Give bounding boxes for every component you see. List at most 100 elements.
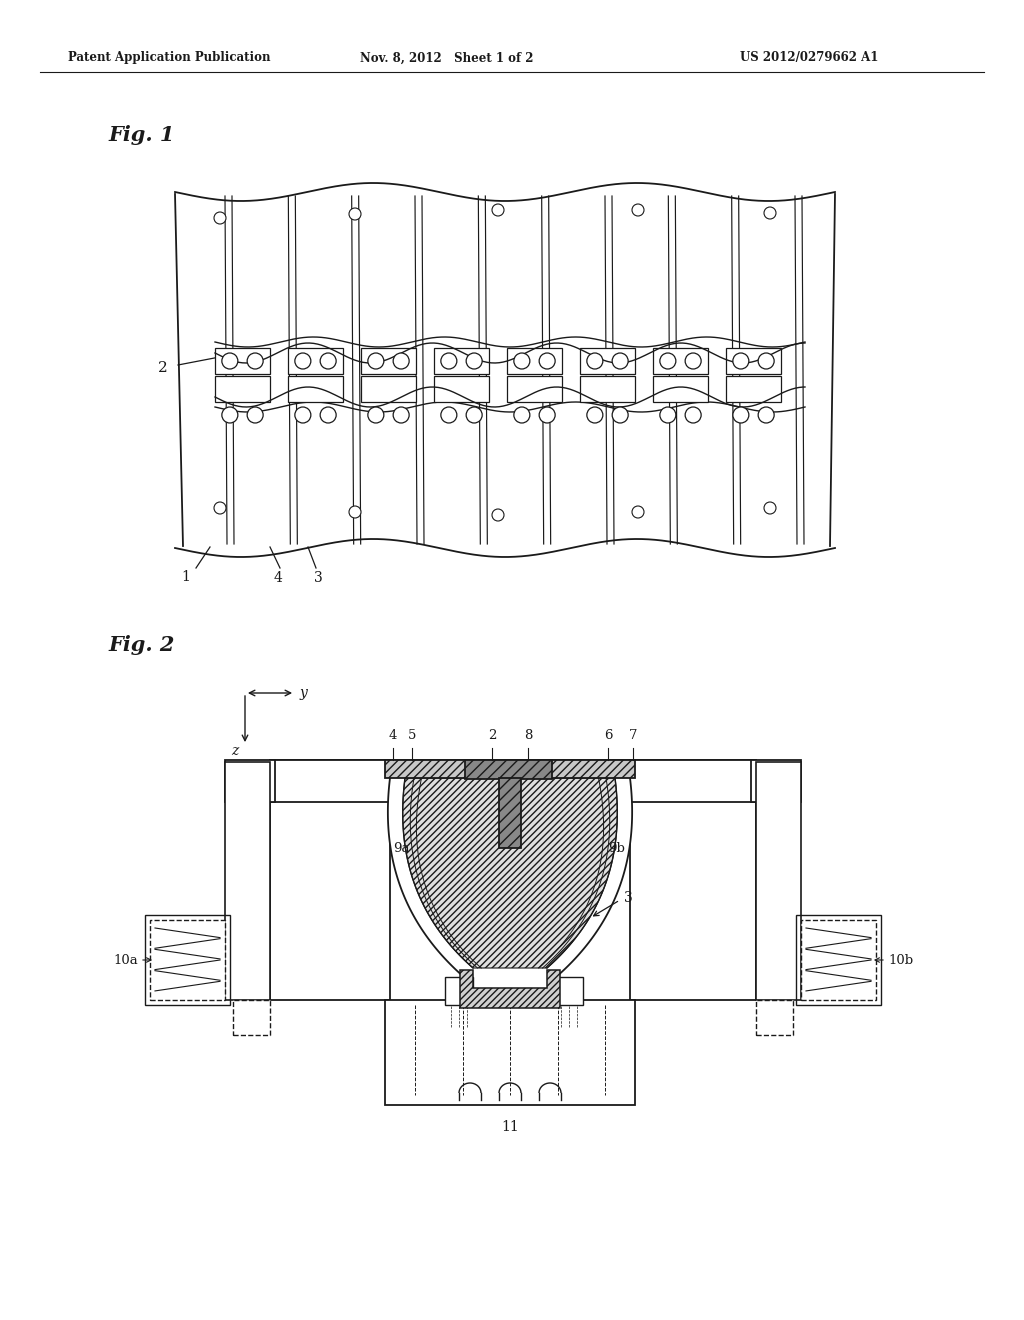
Circle shape bbox=[393, 407, 410, 422]
Bar bbox=[145, 915, 230, 1005]
Text: Fig. 1: Fig. 1 bbox=[108, 125, 174, 145]
Circle shape bbox=[321, 352, 336, 370]
Circle shape bbox=[247, 407, 263, 422]
Circle shape bbox=[514, 352, 529, 370]
Bar bbox=[507, 376, 562, 403]
Bar bbox=[434, 348, 489, 374]
Bar bbox=[361, 348, 416, 374]
Text: 1: 1 bbox=[181, 570, 190, 583]
Circle shape bbox=[214, 213, 226, 224]
Text: 11: 11 bbox=[501, 1119, 519, 1134]
Bar bbox=[499, 777, 521, 847]
Circle shape bbox=[222, 407, 238, 422]
Text: 9a: 9a bbox=[393, 842, 410, 854]
Circle shape bbox=[214, 502, 226, 513]
Text: Patent Application Publication: Patent Application Publication bbox=[68, 51, 270, 65]
Circle shape bbox=[612, 352, 628, 370]
Bar bbox=[580, 376, 635, 403]
Circle shape bbox=[393, 352, 410, 370]
Circle shape bbox=[685, 352, 701, 370]
Circle shape bbox=[685, 407, 701, 422]
Circle shape bbox=[632, 205, 644, 216]
Circle shape bbox=[466, 352, 482, 370]
Circle shape bbox=[441, 407, 457, 422]
Circle shape bbox=[659, 407, 676, 422]
Circle shape bbox=[368, 352, 384, 370]
Circle shape bbox=[587, 407, 603, 422]
Bar bbox=[270, 760, 390, 1001]
Polygon shape bbox=[388, 777, 632, 978]
Text: 4: 4 bbox=[273, 572, 283, 585]
Polygon shape bbox=[460, 970, 560, 1008]
Bar bbox=[361, 376, 416, 403]
Text: 4: 4 bbox=[389, 729, 397, 742]
Circle shape bbox=[612, 407, 628, 422]
Text: z: z bbox=[231, 744, 239, 758]
Text: 3: 3 bbox=[624, 891, 633, 906]
Bar bbox=[150, 920, 225, 1001]
Circle shape bbox=[492, 205, 504, 216]
Bar bbox=[580, 348, 635, 374]
Bar bbox=[726, 376, 781, 403]
Bar bbox=[796, 915, 881, 1005]
Circle shape bbox=[540, 407, 555, 422]
Bar bbox=[445, 977, 473, 1005]
Bar bbox=[215, 348, 270, 374]
Polygon shape bbox=[402, 777, 617, 968]
Bar bbox=[630, 760, 756, 1001]
Circle shape bbox=[466, 407, 482, 422]
Bar bbox=[385, 760, 635, 777]
Circle shape bbox=[764, 207, 776, 219]
Bar bbox=[507, 348, 562, 374]
Text: 3: 3 bbox=[313, 572, 323, 585]
Circle shape bbox=[222, 352, 238, 370]
Text: 2: 2 bbox=[487, 729, 497, 742]
Bar bbox=[225, 760, 275, 803]
Circle shape bbox=[441, 352, 457, 370]
Bar bbox=[726, 348, 781, 374]
Circle shape bbox=[492, 510, 504, 521]
Text: 7: 7 bbox=[629, 729, 637, 742]
Bar bbox=[756, 1001, 793, 1035]
Text: 10a: 10a bbox=[114, 953, 138, 966]
Bar bbox=[288, 376, 343, 403]
Bar bbox=[653, 348, 708, 374]
Circle shape bbox=[632, 506, 644, 517]
Bar bbox=[288, 348, 343, 374]
Text: 6: 6 bbox=[604, 729, 612, 742]
Circle shape bbox=[540, 352, 555, 370]
Circle shape bbox=[349, 506, 361, 517]
Bar bbox=[555, 977, 583, 1005]
Bar bbox=[751, 760, 801, 803]
Bar bbox=[434, 376, 489, 403]
Circle shape bbox=[349, 209, 361, 220]
Bar bbox=[215, 376, 270, 403]
Circle shape bbox=[764, 502, 776, 513]
Circle shape bbox=[587, 352, 603, 370]
Text: 10b: 10b bbox=[888, 953, 913, 966]
Text: US 2012/0279662 A1: US 2012/0279662 A1 bbox=[740, 51, 879, 65]
Bar bbox=[801, 920, 876, 1001]
Circle shape bbox=[659, 352, 676, 370]
Bar bbox=[756, 762, 801, 1001]
Circle shape bbox=[247, 352, 263, 370]
Bar bbox=[499, 777, 521, 847]
Text: y: y bbox=[300, 686, 308, 700]
Bar bbox=[385, 760, 635, 777]
Circle shape bbox=[733, 352, 749, 370]
Bar bbox=[233, 1001, 270, 1035]
Circle shape bbox=[733, 407, 749, 422]
Circle shape bbox=[514, 407, 529, 422]
Bar bbox=[270, 760, 756, 803]
Text: 8: 8 bbox=[524, 729, 532, 742]
Circle shape bbox=[758, 407, 774, 422]
Circle shape bbox=[295, 352, 311, 370]
Bar bbox=[385, 1001, 635, 1105]
Text: 9b: 9b bbox=[608, 842, 625, 854]
Bar bbox=[465, 760, 552, 779]
Text: 5: 5 bbox=[408, 729, 416, 742]
Circle shape bbox=[758, 352, 774, 370]
Bar bbox=[465, 760, 552, 779]
Circle shape bbox=[321, 407, 336, 422]
Bar bbox=[653, 376, 708, 403]
